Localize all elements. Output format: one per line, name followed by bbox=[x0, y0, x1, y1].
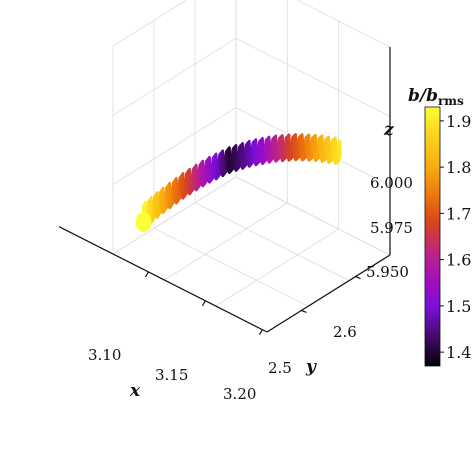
grid-line bbox=[164, 202, 288, 281]
axis-line bbox=[355, 276, 361, 280]
axis-line bbox=[144, 271, 149, 278]
axis-line bbox=[301, 309, 307, 313]
axis-line bbox=[201, 300, 206, 307]
grid-line bbox=[235, 176, 391, 256]
axes-grid bbox=[112, 0, 391, 333]
helix-series bbox=[135, 133, 342, 232]
grid-line bbox=[153, 227, 309, 307]
grid-line bbox=[112, 37, 237, 116]
axis-line bbox=[266, 254, 391, 333]
grid-line bbox=[194, 202, 350, 282]
grid-line bbox=[215, 228, 339, 307]
axis-line bbox=[258, 329, 263, 335]
grid-line bbox=[235, 37, 391, 117]
axis-line bbox=[58, 226, 268, 333]
grid-line bbox=[112, 176, 237, 255]
grid-line bbox=[296, 0, 391, 48]
axes-lines bbox=[58, 47, 391, 335]
grid-line bbox=[112, 107, 237, 186]
grid-line bbox=[112, 0, 188, 47]
